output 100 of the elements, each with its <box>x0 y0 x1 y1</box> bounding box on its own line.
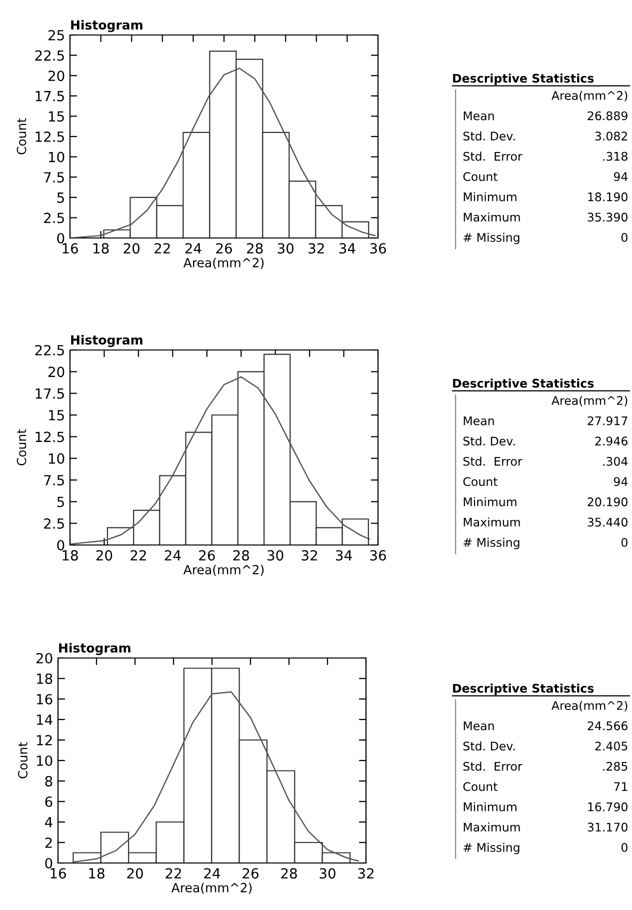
x-tick-label: 30 <box>320 868 336 879</box>
x-tick-label: 36 <box>370 243 386 254</box>
y-tick-label: 10 <box>48 152 64 162</box>
y-tick-label: 10 <box>36 755 52 766</box>
y-tick-label: 22.5 <box>35 50 64 61</box>
y-tick-label: 0 <box>57 232 64 244</box>
x-tick-label: 24 <box>204 868 220 878</box>
data-label: 2.946 <box>595 436 628 446</box>
x-tick-label: 18 <box>89 868 104 879</box>
data-label: .318 <box>603 152 628 161</box>
y-tick-label: 15 <box>48 111 64 122</box>
data-label: .304 <box>603 456 628 466</box>
text: Area(mm^2) <box>552 700 628 712</box>
x-tick-label: 24 <box>164 550 181 560</box>
y-tick-label: 10 <box>48 453 64 464</box>
category-label: Maximum <box>464 212 520 222</box>
y-tick-label: 20 <box>48 366 64 378</box>
data-label: 0 <box>621 538 628 547</box>
x-tick-label: 20 <box>127 868 143 879</box>
data-label: 24.566 <box>588 721 628 730</box>
category-label: Std. Dev. <box>463 131 515 141</box>
line-series <box>70 376 370 545</box>
data-label: 2.405 <box>595 742 628 751</box>
y-tick-label: 5 <box>57 192 64 203</box>
y-tick-label: 12.5 <box>36 131 64 142</box>
data-label: 18.190 <box>588 192 628 202</box>
y-tick-label: 5 <box>57 496 64 508</box>
category-label: Minimum <box>464 802 516 812</box>
line-series <box>70 68 376 238</box>
x-tick-label: 32 <box>308 243 324 254</box>
x-tick-label: 30 <box>278 243 294 254</box>
x-tick-label: 26 <box>199 550 215 561</box>
y-tick-label: 7.5 <box>44 172 64 183</box>
chart-title: Histogram <box>71 334 142 348</box>
x-tick-label: 34 <box>336 550 352 561</box>
y-tick-label: 0 <box>45 858 52 868</box>
x-tick-label: 28 <box>233 550 249 561</box>
category-label: Mean <box>464 416 494 426</box>
y-tick-label: 15 <box>48 410 64 420</box>
y-axis-title: Count <box>16 429 26 466</box>
text: Descriptive Statistics <box>453 74 594 85</box>
y-tick-label: 12 <box>36 734 52 746</box>
x-tick-label: 32 <box>358 868 374 879</box>
category-label: Std. Dev. <box>463 436 515 446</box>
data-label: 71 <box>614 782 628 791</box>
data-label: 3.082 <box>595 132 628 141</box>
x-tick-label: 20 <box>96 550 112 561</box>
y-tick-label: 17.5 <box>36 388 64 399</box>
y-tick-label: 16 <box>36 694 52 704</box>
data-label: 0 <box>621 842 628 852</box>
y-axis-title: Count <box>18 742 28 778</box>
line-series <box>72 691 359 863</box>
x-tick-label: 22 <box>166 868 181 878</box>
y-tick-label: 8 <box>45 776 52 786</box>
category-label: # Missing <box>464 232 520 244</box>
x-tick-label: 22 <box>130 550 146 560</box>
x-axis-title: Area(mm^2) <box>183 564 264 576</box>
text: Area(mm^2) <box>552 90 628 102</box>
x-tick-label: 20 <box>124 243 140 254</box>
category-label: Std. Dev. <box>463 741 515 751</box>
chart-title: Histogram <box>59 642 130 656</box>
category-label: Minimum <box>464 497 516 506</box>
data-label: 35.440 <box>588 518 628 527</box>
x-tick-label: 28 <box>281 868 297 879</box>
y-tick-label: 7.5 <box>44 475 64 486</box>
y-tick-label: 22.5 <box>35 344 64 356</box>
category-label: Maximum <box>464 822 520 832</box>
category-label: Std. Error <box>463 762 522 771</box>
y-tick-label: 12.5 <box>36 432 64 442</box>
x-tick-label: 28 <box>246 243 263 254</box>
x-tick-label: 18 <box>93 243 109 254</box>
x-tick-label: 34 <box>339 243 356 254</box>
x-axis-title: Area(mm^2) <box>171 882 252 894</box>
data-label: 35.390 <box>588 212 628 222</box>
category-label: Std. Error <box>463 456 522 466</box>
data-label: 94 <box>614 477 628 486</box>
text: Descriptive Statistics <box>453 378 594 390</box>
data-label: 26.889 <box>588 111 628 120</box>
text: Descriptive Statistics <box>453 684 594 695</box>
y-tick-label: 20 <box>36 652 52 664</box>
y-tick-label: 6 <box>45 796 52 807</box>
x-axis-title: Area(mm^2) <box>183 258 264 269</box>
y-tick-label: 4 <box>44 817 52 828</box>
x-tick-label: 22 <box>154 243 170 254</box>
y-tick-label: 25 <box>48 30 64 40</box>
text: Area(mm^2) <box>552 396 628 406</box>
x-tick-label: 26 <box>216 243 232 254</box>
y-tick-label: 2 <box>45 837 52 848</box>
x-tick-label: 32 <box>302 550 317 561</box>
category-label: Minimum <box>464 192 516 202</box>
category-label: Mean <box>464 111 494 120</box>
y-tick-label: 0 <box>57 540 64 550</box>
x-tick-label: 36 <box>370 550 386 561</box>
data-label: 27.917 <box>588 416 628 426</box>
category-label: # Missing <box>464 538 520 550</box>
category-label: Count <box>463 477 498 486</box>
data-label: 20.190 <box>588 497 628 506</box>
x-tick-label: 26 <box>242 868 258 879</box>
y-tick-label: 14 <box>36 714 52 725</box>
category-label: Maximum <box>464 517 520 527</box>
